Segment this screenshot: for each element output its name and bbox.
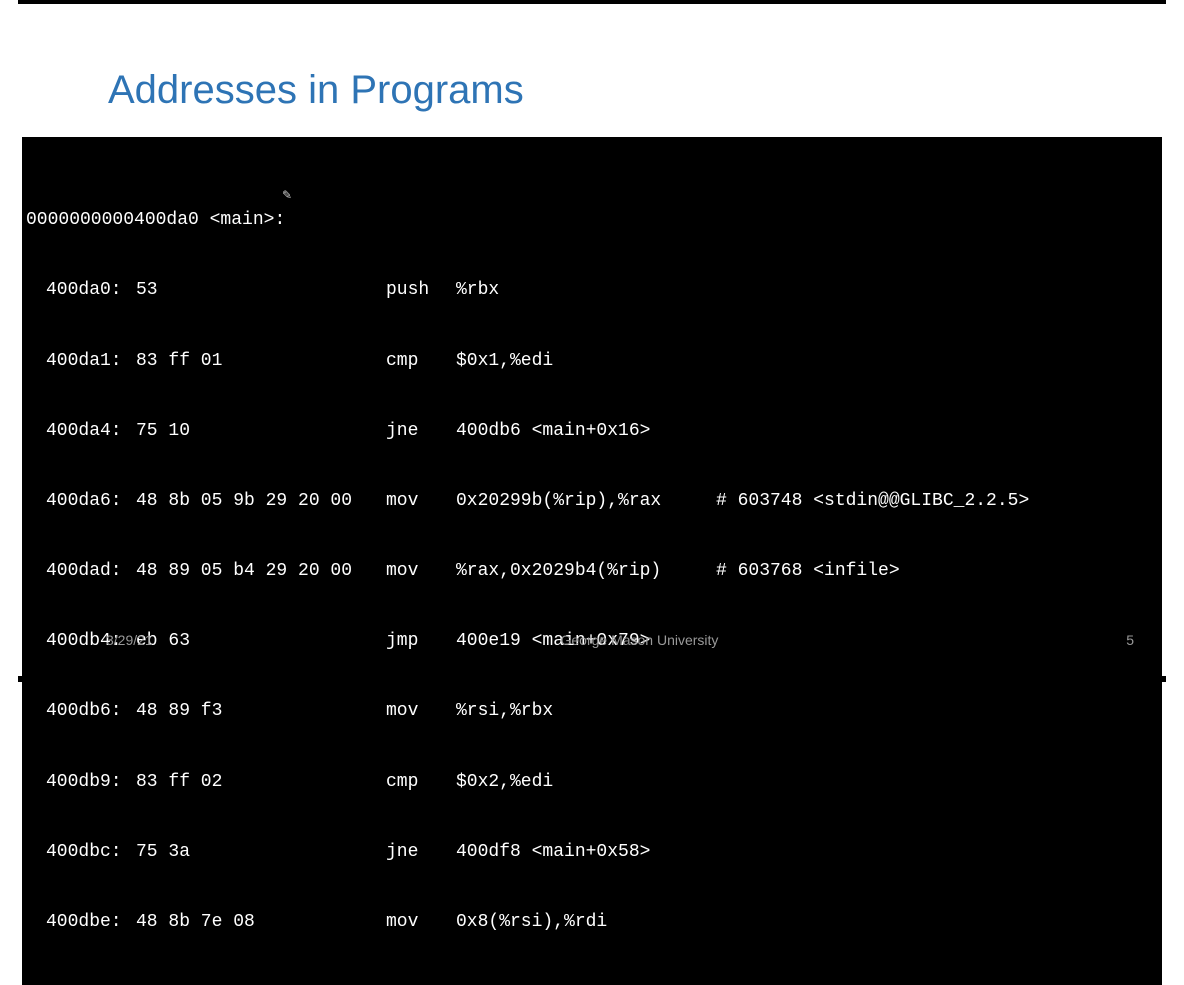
disasm-row: 400dbe:48 8b 7e 08mov0x8(%rsi),%rdi xyxy=(26,911,1158,934)
disasm-row: 400db6:48 89 f3mov%rsi,%rbx xyxy=(26,700,1158,723)
hex-cell: 48 89 f3 xyxy=(136,700,386,723)
addr-cell: 400dbc: xyxy=(26,841,136,864)
cmt-cell: # 603768 <infile> xyxy=(716,560,900,583)
footer-page-number: 5 xyxy=(1126,632,1134,648)
footer-org: George Mason University xyxy=(153,632,1126,648)
hex-cell: 83 ff 02 xyxy=(136,771,386,794)
addr-cell: 400db9: xyxy=(26,771,136,794)
mnem-cell: mov xyxy=(386,560,456,583)
footer-date: 3/29/21 xyxy=(106,632,153,648)
mnem-cell: mov xyxy=(386,911,456,934)
ops-cell: $0x2,%edi xyxy=(456,771,716,794)
ops-cell: $0x1,%edi xyxy=(456,350,716,373)
mnem-cell: jne xyxy=(386,841,456,864)
disassembly-block: ✎ 0000000000400da0 <main>: 400da0:53push… xyxy=(22,137,1162,985)
mnem-cell: cmp xyxy=(386,771,456,794)
ops-cell: 400df8 <main+0x58> xyxy=(456,841,716,864)
slide-title: Addresses in Programs xyxy=(108,68,1164,113)
addr-cell: 400da6: xyxy=(26,490,136,513)
slide-container: Addresses in Programs ✎ 0000000000400da0… xyxy=(0,0,1184,682)
ops-cell: 0x8(%rsi),%rdi xyxy=(456,911,716,934)
hex-cell: 48 8b 05 9b 29 20 00 xyxy=(136,490,386,513)
disasm-header: 0000000000400da0 <main>: xyxy=(26,209,1158,232)
hex-cell: 75 10 xyxy=(136,420,386,443)
hex-cell: 53 xyxy=(136,279,386,302)
disasm-row: 400db9:83 ff 02cmp$0x2,%edi xyxy=(26,771,1158,794)
disasm-row: 400dbc:75 3ajne400df8 <main+0x58> xyxy=(26,841,1158,864)
addr-cell: 400db6: xyxy=(26,700,136,723)
mnem-cell: mov xyxy=(386,490,456,513)
mnem-cell: jne xyxy=(386,420,456,443)
ops-cell: %rsi,%rbx xyxy=(456,700,716,723)
disasm-row: 400da6:48 8b 05 9b 29 20 00mov0x20299b(%… xyxy=(26,490,1158,513)
ops-cell: 400db6 <main+0x16> xyxy=(456,420,716,443)
ops-cell: %rbx xyxy=(456,279,716,302)
ops-cell: %rax,0x2029b4(%rip) xyxy=(456,560,716,583)
disasm-row: 400da0:53push%rbx xyxy=(26,279,1158,302)
addr-cell: 400dad: xyxy=(26,560,136,583)
pencil-icon: ✎ xyxy=(282,189,292,205)
cmt-cell: # 603748 <stdin@@GLIBC_2.2.5> xyxy=(716,490,1029,513)
ops-cell: 0x20299b(%rip),%rax xyxy=(456,490,716,513)
mnem-cell: mov xyxy=(386,700,456,723)
hex-cell: 48 8b 7e 08 xyxy=(136,911,386,934)
mnem-cell: cmp xyxy=(386,350,456,373)
addr-cell: 400dbe: xyxy=(26,911,136,934)
addr-cell: 400da4: xyxy=(26,420,136,443)
hex-cell: 48 89 05 b4 29 20 00 xyxy=(136,560,386,583)
disasm-row: 400da4:75 10jne400db6 <main+0x16> xyxy=(26,420,1158,443)
disasm-row: 400da1:83 ff 01cmp$0x1,%edi xyxy=(26,350,1158,373)
hex-cell: 83 ff 01 xyxy=(136,350,386,373)
disasm-row: 400dad:48 89 05 b4 29 20 00mov%rax,0x202… xyxy=(26,560,1158,583)
slide-footer: 3/29/21 George Mason University 5 xyxy=(0,632,1184,648)
hex-cell: 75 3a xyxy=(136,841,386,864)
mnem-cell: push xyxy=(386,279,456,302)
addr-cell: 400da1: xyxy=(26,350,136,373)
slide-bottom-border xyxy=(18,676,1166,682)
addr-cell: 400da0: xyxy=(26,279,136,302)
